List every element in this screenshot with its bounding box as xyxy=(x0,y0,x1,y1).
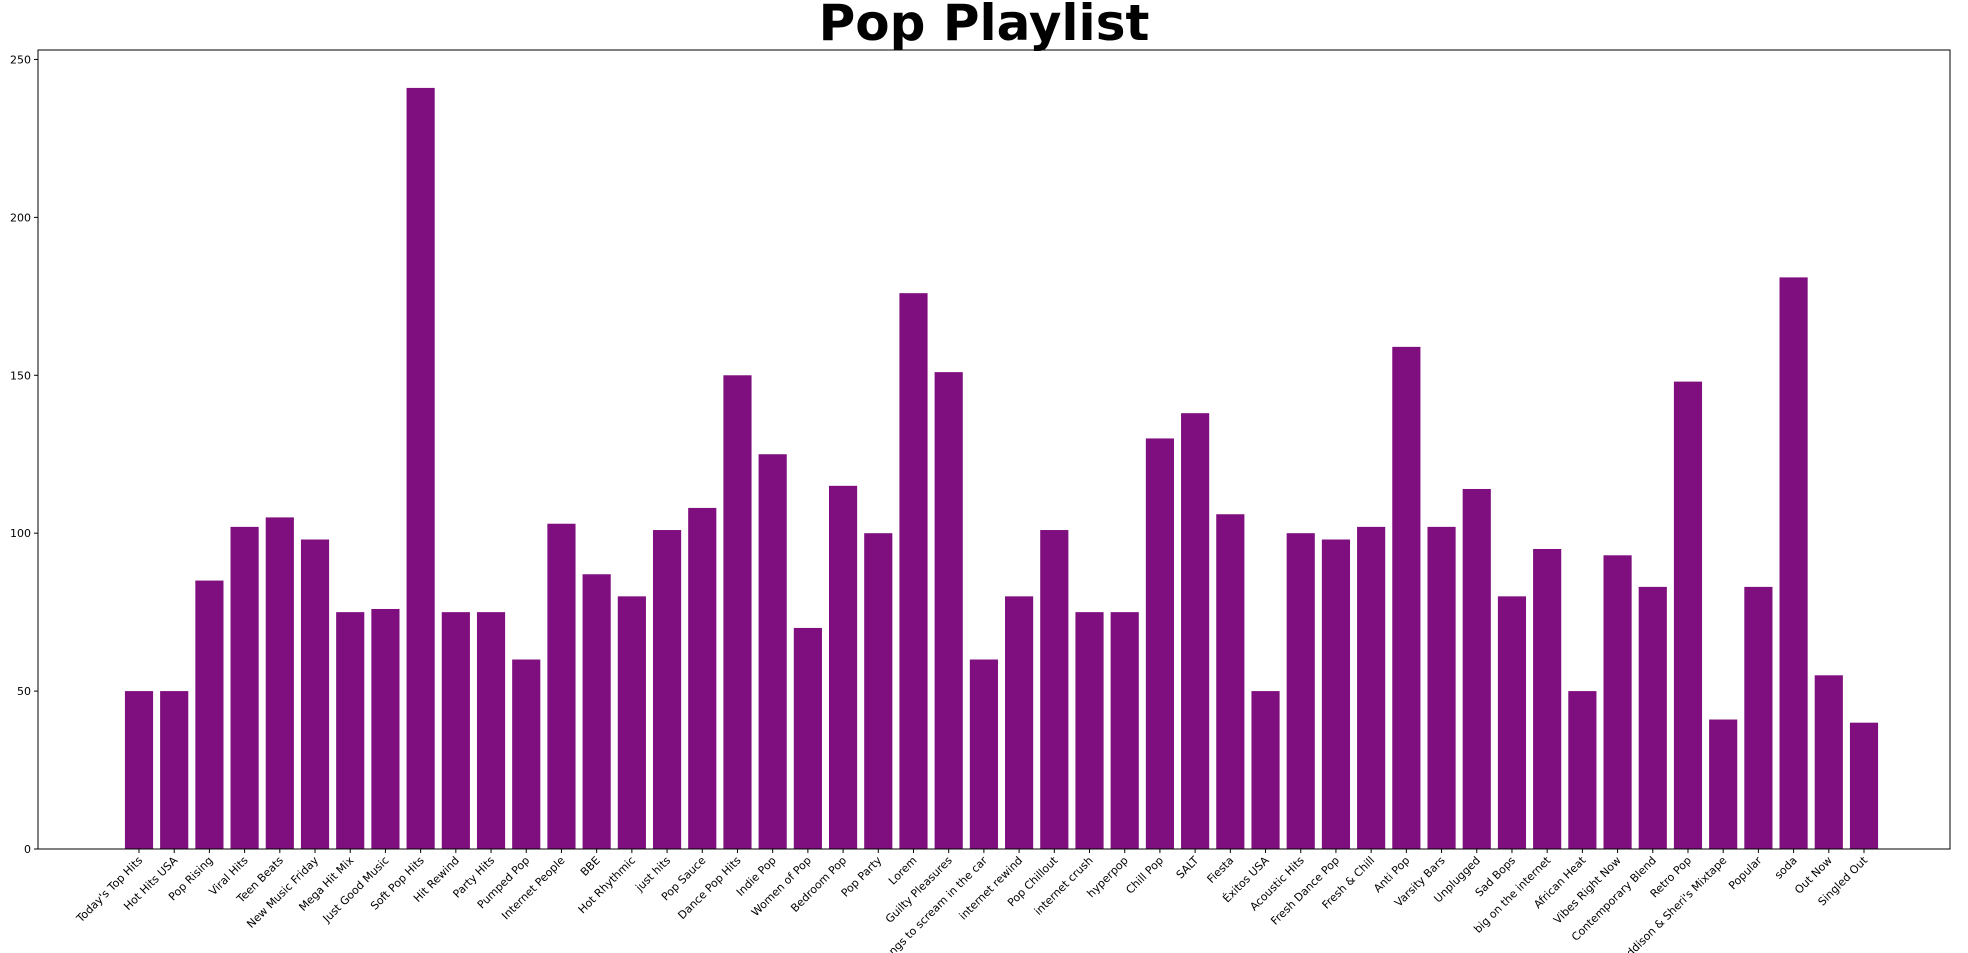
bar xyxy=(1849,722,1879,849)
bar xyxy=(547,523,576,849)
bar xyxy=(688,507,717,849)
bar xyxy=(864,533,893,849)
bar xyxy=(1709,719,1738,849)
bar xyxy=(934,372,963,849)
x-tick-label: Chill Pop xyxy=(1123,854,1166,897)
x-tick-label: Fiesta xyxy=(1205,854,1237,886)
bar xyxy=(230,526,259,849)
bar xyxy=(265,517,294,849)
bar xyxy=(1603,555,1632,849)
bar xyxy=(406,87,435,849)
bar xyxy=(1427,526,1456,849)
x-tick-label: SALT xyxy=(1174,854,1202,882)
bar xyxy=(1744,586,1773,849)
bar xyxy=(476,612,506,849)
bar xyxy=(652,530,682,849)
bar xyxy=(758,454,787,849)
bar xyxy=(512,659,541,849)
bar xyxy=(1533,548,1562,849)
x-tick-label: Popular xyxy=(1726,854,1765,893)
bar xyxy=(1216,514,1245,849)
bar xyxy=(1286,533,1315,849)
y-tick-label: 200 xyxy=(10,211,31,224)
bar xyxy=(441,612,470,849)
y-tick-label: 150 xyxy=(10,369,31,382)
x-tick-label: Lorem xyxy=(886,854,920,888)
bar xyxy=(1779,277,1808,849)
bar xyxy=(1040,530,1069,849)
bar xyxy=(793,627,822,849)
bar xyxy=(1005,596,1034,849)
bar xyxy=(969,659,998,849)
bar xyxy=(1181,413,1210,849)
y-axis: 0 50 100 150 200 250 xyxy=(10,53,38,856)
bar xyxy=(1638,586,1667,849)
bars-group xyxy=(124,87,1879,849)
bar xyxy=(1497,596,1527,849)
bar xyxy=(1814,675,1843,849)
bar xyxy=(1075,612,1104,849)
bar xyxy=(1392,346,1421,849)
plot-frame xyxy=(37,49,1951,850)
bar xyxy=(371,608,400,849)
y-tick-label: 0 xyxy=(24,843,31,856)
bar xyxy=(1568,691,1597,849)
y-tick-label: 50 xyxy=(17,685,31,698)
y-tick-label: 100 xyxy=(10,527,31,540)
chart-title: Pop Playlist xyxy=(818,0,1150,52)
bar xyxy=(336,612,365,849)
bar xyxy=(124,691,154,849)
bar xyxy=(1110,612,1139,849)
bar xyxy=(300,539,330,849)
x-tick-label: Dance Pop Hits xyxy=(675,854,743,922)
y-tick-label: 250 xyxy=(10,53,31,66)
bar xyxy=(1251,691,1280,849)
bar xyxy=(160,691,189,849)
bar xyxy=(723,375,752,849)
bar xyxy=(1357,526,1386,849)
bar xyxy=(1673,381,1703,849)
x-tick-label: Internet People xyxy=(499,854,568,923)
bar xyxy=(1321,539,1351,849)
x-tick-label: internet rewind xyxy=(957,854,1026,923)
bar xyxy=(899,293,928,849)
bar xyxy=(617,596,646,849)
x-tick-label: soda xyxy=(1772,854,1800,882)
bar xyxy=(582,574,611,849)
bar xyxy=(829,485,858,849)
bar xyxy=(1462,488,1491,849)
bar xyxy=(195,580,224,849)
x-tick-label: BBE xyxy=(578,854,603,879)
bar xyxy=(1145,438,1174,849)
